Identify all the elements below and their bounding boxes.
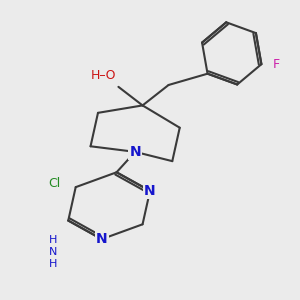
Text: H
N
H: H N H <box>49 236 58 269</box>
Text: N: N <box>96 232 107 246</box>
Text: Cl: Cl <box>49 177 61 190</box>
Text: H–O: H–O <box>91 69 116 82</box>
Text: F: F <box>273 58 280 71</box>
Text: N: N <box>129 145 141 159</box>
Text: N: N <box>144 184 156 198</box>
